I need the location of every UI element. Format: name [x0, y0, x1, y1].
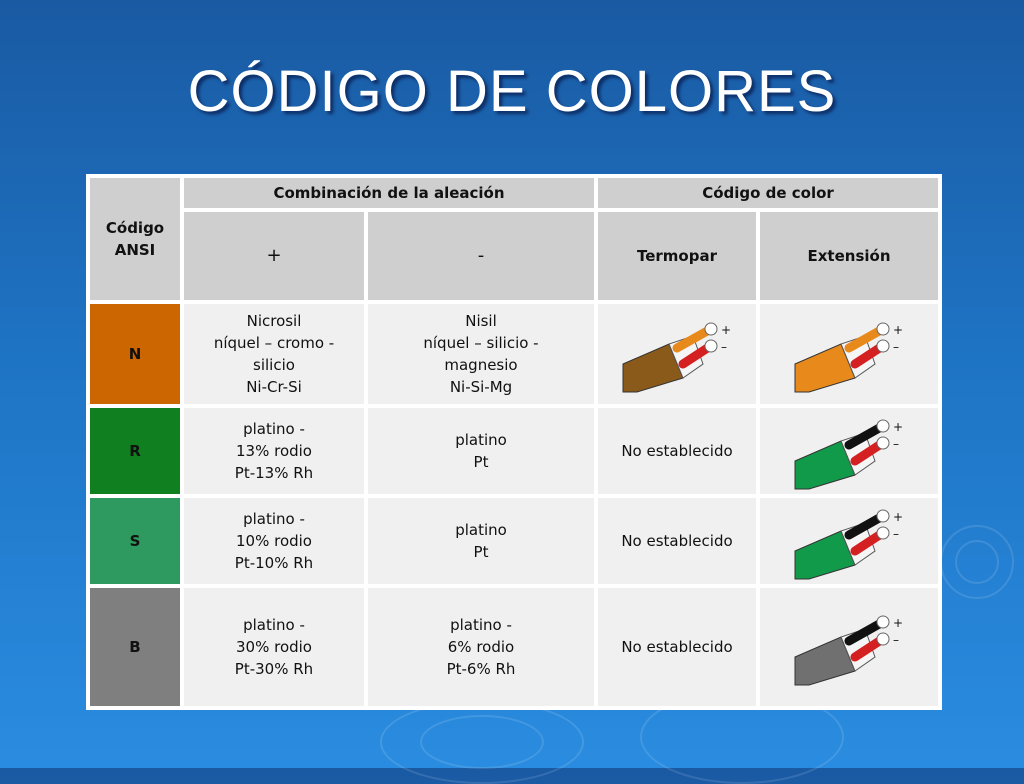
header-code-ansi: Código ANSI: [90, 178, 180, 300]
svg-text:+: +: [721, 323, 731, 337]
thermocouple-cell: No establecido: [598, 408, 756, 494]
slide-title: CÓDIGO DE COLORES: [187, 59, 837, 124]
extension-cell: + –: [760, 498, 939, 584]
alloy-text-line: platino -: [450, 616, 512, 634]
alloy-text-line: platino -: [243, 420, 305, 438]
not-established-text: No establecido: [621, 638, 733, 656]
alloy-text-line: Pt-10% Rh: [234, 554, 314, 572]
ansi-code-cell: N: [90, 304, 180, 404]
svg-text:–: –: [893, 437, 899, 451]
alloy-text-line: Pt: [473, 453, 489, 471]
wire-green-jacket-icon: + –: [794, 509, 903, 580]
extension-cell: + –: [760, 304, 939, 404]
svg-text:–: –: [721, 340, 727, 354]
ansi-code-cell: R: [90, 408, 180, 494]
ripple-decoration: [420, 715, 544, 769]
alloy-text-line: Nicrosil: [246, 312, 302, 330]
wire-green-jacket-icon: + –: [794, 419, 903, 490]
thermocouple-cell: No establecido: [598, 498, 756, 584]
svg-text:+: +: [893, 616, 903, 630]
alloy-minus-cell: platino - 6% rodio Pt-6% Rh: [368, 588, 594, 706]
alloy-text-line: platino: [455, 521, 507, 539]
extension-cell: + –: [760, 408, 939, 494]
not-established-text: No establecido: [621, 442, 733, 460]
ansi-code-cell: S: [90, 498, 180, 584]
alloy-text-line: níquel – silicio -: [423, 334, 539, 352]
svg-text:–: –: [893, 527, 899, 541]
header-extension: Extensión: [760, 212, 939, 300]
alloy-minus-cell: platino Pt: [368, 498, 594, 584]
color-code-table: Código ANSI Combinación de la aleación C…: [86, 174, 943, 710]
svg-text:–: –: [893, 340, 899, 354]
ripple-decoration: [955, 540, 999, 584]
alloy-plus-cell: Nicrosil níquel – cromo - silicio Ni-Cr-Si: [184, 304, 364, 404]
alloy-text-line: níquel – cromo -: [213, 334, 335, 352]
alloy-text-line: Ni-Cr-Si: [246, 378, 302, 396]
alloy-minus-cell: Nisil níquel – silicio - magnesio Ni-Si-Mg: [368, 304, 594, 404]
not-established-text: No establecido: [621, 532, 733, 550]
thermocouple-cell: + –: [598, 304, 756, 404]
alloy-minus-cell: platino Pt: [368, 408, 594, 494]
alloy-text-line: magnesio: [444, 356, 518, 374]
table-row: N Nicrosil níquel – cromo - silicio Ni-Cr-Si…: [90, 304, 939, 404]
svg-text:+: +: [893, 323, 903, 337]
alloy-text-line: Nisil: [465, 312, 497, 330]
svg-text:+: +: [893, 510, 903, 524]
alloy-text-line: 13% rodio: [236, 442, 312, 460]
wire-gray-jacket-icon: + –: [794, 615, 903, 686]
alloy-text-line: Pt: [473, 543, 489, 561]
thermocouple-cell: No establecido: [598, 588, 756, 706]
alloy-text-line: silicio: [253, 356, 295, 374]
svg-text:+: +: [893, 420, 903, 434]
alloy-text-line: platino -: [243, 616, 305, 634]
alloy-text-line: Pt-6% Rh: [446, 660, 516, 678]
header-alloy-combination: Combinación de la aleación: [184, 178, 594, 208]
svg-text:–: –: [893, 633, 899, 647]
alloy-plus-cell: platino - 10% rodio Pt-10% Rh: [184, 498, 364, 584]
alloy-text-line: Ni-Si-Mg: [449, 378, 513, 396]
extension-cell: + –: [760, 588, 939, 706]
alloy-text-line: Pt-13% Rh: [234, 464, 314, 482]
alloy-text-line: platino -: [243, 510, 305, 528]
alloy-text-line: platino: [455, 431, 507, 449]
alloy-plus-cell: platino - 30% rodio Pt-30% Rh: [184, 588, 364, 706]
ansi-code-cell: B: [90, 588, 180, 706]
wire-orange-jacket-icon: + –: [794, 322, 903, 393]
alloy-text-line: 10% rodio: [236, 532, 312, 550]
alloy-plus-cell: platino - 13% rodio Pt-13% Rh: [184, 408, 364, 494]
wire-brown-jacket-icon: + –: [622, 322, 731, 393]
header-plus: +: [184, 212, 364, 300]
header-color-code: Código de color: [598, 178, 939, 208]
header-minus: -: [368, 212, 594, 300]
alloy-text-line: 30% rodio: [236, 638, 312, 656]
alloy-text-line: Pt-30% Rh: [234, 660, 314, 678]
header-thermocouple: Termopar: [598, 212, 756, 300]
alloy-text-line: 6% rodio: [447, 638, 515, 656]
